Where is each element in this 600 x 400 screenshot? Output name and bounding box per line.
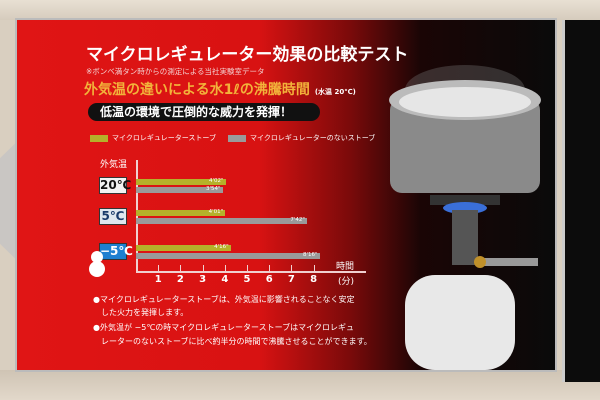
valve-handle	[478, 258, 538, 266]
subtitle-text: 外気温の違いによる水1ℓの沸騰時間	[84, 82, 310, 98]
x-tick	[269, 265, 271, 271]
bullet-2-line-2: レーターのないストーブに比べ約半分の時間で沸騰させることができます。	[93, 337, 372, 346]
bullet-2-line-1: ●外気温が −5℃の時マイクロレギュレーターストーブはマイクロレギュ	[93, 323, 354, 332]
x-tick	[291, 265, 293, 271]
stove-body	[452, 210, 478, 265]
background	[0, 0, 600, 20]
gas-canister	[405, 275, 515, 370]
x-axis-unit: (分)	[338, 277, 355, 287]
y-axis	[136, 160, 138, 272]
category-label: 20℃	[99, 177, 132, 194]
bar-value-label: 4'16"	[214, 244, 229, 250]
pot	[390, 98, 540, 193]
stove-photo	[389, 65, 541, 370]
table-surface	[0, 370, 600, 400]
bar-regulator	[136, 179, 226, 185]
legend-swatch-no-regulator	[228, 135, 246, 142]
bar-value-label: 8'16"	[302, 252, 318, 258]
legend-label-no-regulator: マイクロレギュレーターのないストーブ	[250, 134, 376, 142]
bullet-1-line-2: した火力を発揮します。	[93, 308, 189, 317]
x-tick	[202, 265, 204, 271]
x-tick	[224, 265, 226, 271]
bar-no-regulator	[136, 187, 223, 193]
x-tick	[158, 265, 160, 271]
x-axis-label: 時間	[336, 262, 355, 272]
x-tick-label: 8	[310, 274, 318, 285]
x-tick-label: 7	[287, 274, 295, 285]
x-axis	[136, 271, 366, 273]
x-tick-label: 2	[176, 274, 184, 285]
bar-no-regulator	[136, 218, 307, 224]
category-label: −5℃	[99, 243, 133, 260]
bar-value-label: 7'42"	[290, 217, 305, 223]
x-tick-label: 6	[265, 274, 273, 285]
page-title: マイクロレギュレーター効果の比較テスト	[86, 45, 409, 65]
bar-value-label: 4'02"	[208, 178, 224, 184]
water-temp-note: (水温 20℃)	[314, 88, 356, 96]
chart-subtitle: 外気温の違いによる水1ℓの沸騰時間 (水温 20℃)	[84, 79, 356, 99]
bar-value-label: 3'54"	[206, 186, 221, 192]
legend-swatch-regulator	[90, 135, 108, 142]
water	[399, 87, 531, 117]
x-tick-label: 5	[243, 274, 251, 285]
x-tick-label: 1	[154, 274, 162, 285]
x-tick	[247, 265, 248, 271]
bullet-1-line-1: ●マイクロレギュレーターストーブは、外気温に影響されることなく安定	[93, 295, 355, 304]
bar-regulator	[136, 245, 231, 251]
bar-regulator	[136, 210, 226, 216]
x-tick	[180, 265, 182, 271]
x-tick	[313, 265, 315, 271]
category-label: 5℃	[99, 208, 127, 225]
bar-no-regulator	[136, 253, 320, 259]
data-note: ※ボンベ満タン時からの測定による当社実験室データ	[86, 67, 265, 76]
legend-label-regulator: マイクロレギュレーターストーブ	[112, 134, 216, 142]
bar-value-label: 4'01"	[208, 209, 224, 215]
banner: 低温の環境で圧倒的な威力を発揮！	[88, 103, 320, 121]
x-tick-label: 3	[199, 274, 207, 285]
adjacent-box	[562, 20, 600, 382]
x-tick-label: 4	[221, 274, 229, 285]
y-axis-label: 外気温	[100, 160, 128, 170]
snowman-icon	[89, 251, 105, 277]
